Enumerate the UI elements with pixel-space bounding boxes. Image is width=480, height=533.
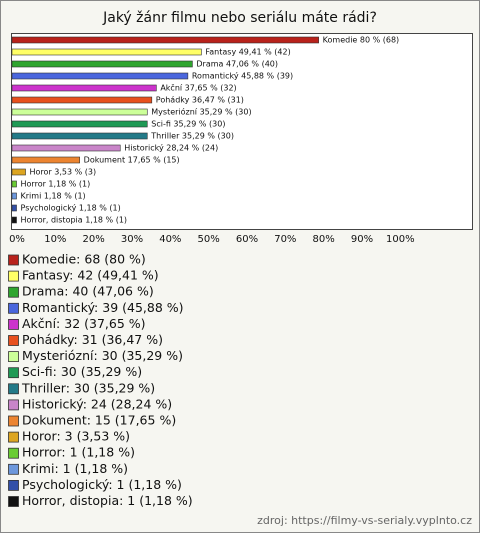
legend-label: Psychologický: 1 (1,18 %) — [22, 477, 182, 492]
legend-label: Historický: 24 (28,24 %) — [22, 396, 172, 411]
bar-label: Akční 37,65 % (32) — [160, 83, 236, 93]
bar-label: Fantasy 49,41 % (42) — [205, 48, 290, 57]
x-tick-label: 80% — [313, 234, 335, 245]
legend-label: Romantický: 39 (45,88 %) — [22, 300, 184, 315]
bar-label: Horror 1,18 % (1) — [21, 180, 91, 189]
bar-label: Psychologický 1,18 % (1) — [21, 204, 121, 213]
legend-label: Akční: 32 (37,65 %) — [22, 316, 146, 331]
bar — [11, 204, 17, 212]
legend-label: Fantasy: 42 (49,41 %) — [22, 268, 159, 283]
legend-label: Pohádky: 31 (36,47 %) — [22, 332, 163, 347]
x-tick-label: 70% — [274, 234, 296, 245]
bar — [11, 156, 80, 164]
bar — [11, 180, 17, 188]
bar — [11, 132, 148, 140]
legend-label: Horor: 3 (3,53 %) — [22, 429, 130, 444]
legend-label: Horror: 1 (1,18 %) — [22, 445, 135, 460]
x-tick-label: 60% — [236, 234, 258, 245]
legend-swatch — [8, 367, 19, 379]
bar-label: Mysteriózní 35,29 % (30) — [151, 107, 251, 117]
legend-swatch — [8, 431, 19, 443]
legend-label: Drama: 40 (47,06 %) — [22, 284, 154, 299]
legend-label: Horror, distopia: 1 (1,18 %) — [22, 493, 193, 508]
bar — [11, 36, 319, 44]
x-tick-label: 10% — [44, 234, 66, 245]
x-tick-label: 90% — [351, 234, 373, 245]
bar — [11, 120, 148, 128]
x-tick-label: 40% — [159, 234, 181, 245]
legend-swatch — [8, 302, 19, 314]
bar — [11, 192, 17, 200]
bar — [11, 216, 17, 224]
legend-swatch — [8, 479, 19, 491]
legend-swatch — [8, 286, 19, 298]
bar-label: Romantický 45,88 % (39) — [192, 72, 293, 81]
legend-swatch — [8, 496, 19, 507]
legend-swatch — [8, 254, 19, 266]
legend-swatch — [8, 383, 19, 395]
legend-swatch — [8, 318, 19, 330]
bar — [11, 60, 193, 68]
bar-label: Drama 47,06 % (40) — [196, 60, 278, 69]
legend-swatch — [8, 399, 19, 411]
bar-label: Horor 3,53 % (3) — [30, 168, 97, 177]
x-tick-label: 20% — [83, 234, 105, 245]
legend-label: Thriller: 30 (35,29 %) — [21, 380, 155, 395]
legend-label: Sci-fi: 30 (35,29 %) — [22, 364, 142, 379]
legend-swatch — [8, 351, 19, 363]
bar-label: Komedie 80 % (68) — [323, 36, 400, 45]
bar — [11, 144, 121, 152]
bar — [11, 168, 26, 176]
legend-swatch — [8, 463, 19, 475]
chart-title: Jaký žánr filmu nebo seriálu máte rádi? — [102, 10, 377, 26]
legend-label: Mysteriózní: 30 (35,29 %) — [22, 348, 183, 363]
bar-label: Historický 28,24 % (24) — [124, 144, 218, 153]
bar — [11, 96, 153, 104]
x-tick-label: 50% — [198, 234, 220, 245]
bar-label: Pohádky 36,47 % (31) — [156, 96, 244, 105]
x-tick-label: 30% — [121, 234, 143, 245]
legend-label: Dokument: 15 (17,65 %) — [22, 413, 176, 428]
x-tick-label: 0% — [9, 234, 25, 245]
bar — [11, 48, 202, 56]
source: zdroj: https://filmy-vs-serialy.vyplnto.… — [257, 514, 472, 527]
bar — [11, 72, 189, 80]
legend-swatch — [8, 415, 19, 427]
bar-label: Thriller 35,29 % (30) — [150, 132, 234, 141]
bar — [11, 108, 148, 116]
legend-label: Krimi: 1 (1,18 %) — [22, 461, 128, 476]
legend-swatch — [8, 447, 19, 459]
bar-label: Sci-fi 35,29 % (30) — [151, 120, 225, 129]
bar — [11, 84, 157, 92]
bar-label: Krimi 1,18 % (1) — [21, 192, 86, 201]
bar-label: Horror, distopia 1,18 % (1) — [21, 216, 128, 225]
bar-label: Dokument 17,65 % (15) — [84, 156, 180, 165]
legend-swatch — [8, 335, 19, 346]
x-tick-label: 100% — [386, 234, 415, 245]
legend-label: Komedie: 68 (80 %) — [22, 252, 146, 267]
legend-swatch — [8, 270, 19, 282]
